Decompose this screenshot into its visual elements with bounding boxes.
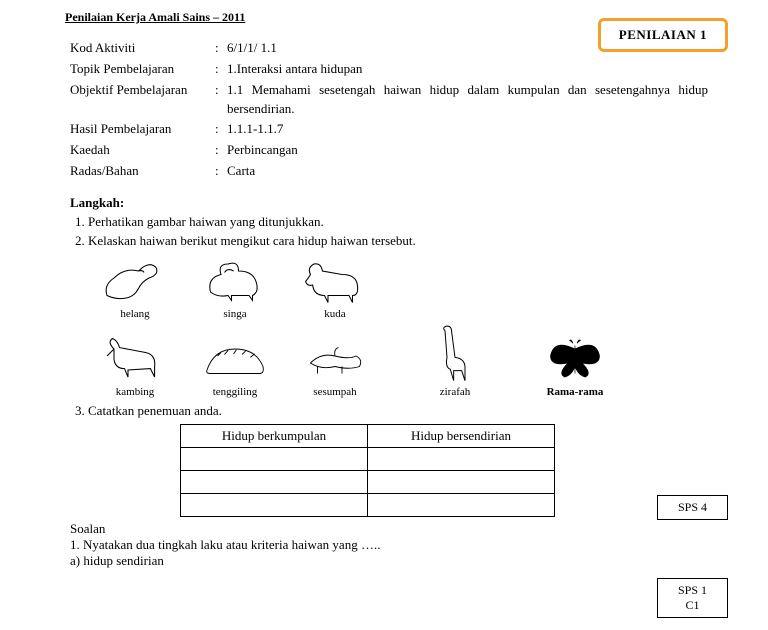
soalan-title: Soalan xyxy=(70,521,708,537)
animal-row-2: kambing tenggiling sesumpah zirafah Rama… xyxy=(100,324,708,398)
animal-label: sesumpah xyxy=(313,386,356,398)
animal-singa: singa xyxy=(200,256,270,320)
sps-line: SPS 1 xyxy=(678,583,707,598)
sps-line: C1 xyxy=(678,598,707,613)
langkah-item: Perhatikan gambar haiwan yang ditunjukka… xyxy=(88,213,708,231)
objektif-label: Objektif Pembelajaran xyxy=(70,81,215,100)
animal-helang: helang xyxy=(100,256,170,320)
animal-label: tenggiling xyxy=(213,386,258,398)
langkah-item: Kelaskan haiwan berikut mengikut cara hi… xyxy=(88,232,708,250)
kuda-icon xyxy=(300,256,370,306)
animal-label: kuda xyxy=(324,308,345,320)
topik-value: 1.Interaksi antara hidupan xyxy=(227,60,708,79)
animal-sesumpah: sesumpah xyxy=(300,334,370,398)
animal-label: Rama-rama xyxy=(547,386,604,398)
helang-icon xyxy=(100,256,170,306)
soalan-q1a: a) hidup sendirian xyxy=(70,553,708,569)
animal-label: helang xyxy=(120,308,149,320)
sps-box-4: SPS 4 xyxy=(657,495,728,520)
soalan-q1: 1. Nyatakan dua tingkah laku atau kriter… xyxy=(70,537,708,553)
table-cell[interactable] xyxy=(181,471,368,494)
animal-zirafah: zirafah xyxy=(420,324,490,398)
hasil-label: Hasil Pembelajaran xyxy=(70,120,215,139)
hasil-value: 1.1.1-1.1.7 xyxy=(227,120,708,139)
table-cell[interactable] xyxy=(368,471,555,494)
table-cell[interactable] xyxy=(181,448,368,471)
langkah-title: Langkah: xyxy=(70,195,708,211)
metadata-block: Kod Aktiviti:6/1/1/ 1.1 Topik Pembelajar… xyxy=(70,39,708,181)
langkah-item: Catatkan penemuan anda. xyxy=(88,402,708,420)
kaedah-value: Perbincangan xyxy=(227,141,708,160)
objektif-value: 1.1 Memahami sesetengah haiwan hidup dal… xyxy=(227,81,708,119)
zirafah-icon xyxy=(420,324,490,384)
table-cell[interactable] xyxy=(368,448,555,471)
table-header: Hidup berkumpulan xyxy=(181,425,368,448)
langkah-list: Perhatikan gambar haiwan yang ditunjukka… xyxy=(88,213,708,250)
findings-table: Hidup berkumpulanHidup bersendirian xyxy=(180,424,555,517)
animal-rama: Rama-rama xyxy=(540,334,610,398)
kaedah-label: Kaedah xyxy=(70,141,215,160)
radas-value: Carta xyxy=(227,162,708,181)
radas-label: Radas/Bahan xyxy=(70,162,215,181)
animal-label: zirafah xyxy=(440,386,471,398)
table-header: Hidup bersendirian xyxy=(368,425,555,448)
sesumpah-icon xyxy=(300,334,370,384)
kambing-icon xyxy=(100,334,170,384)
animal-row-1: helang singa kuda xyxy=(100,256,708,320)
topik-label: Topik Pembelajaran xyxy=(70,60,215,79)
tenggiling-icon xyxy=(200,334,270,384)
langkah-list-cont: Catatkan penemuan anda. xyxy=(88,402,708,420)
sps-box-1: SPS 1 C1 xyxy=(657,578,728,618)
table-cell[interactable] xyxy=(181,494,368,517)
rama-icon xyxy=(540,334,610,384)
penilaian-badge: PENILAIAN 1 xyxy=(598,18,728,52)
animal-kuda: kuda xyxy=(300,256,370,320)
animal-label: singa xyxy=(223,308,246,320)
singa-icon xyxy=(200,256,270,306)
kod-label: Kod Aktiviti xyxy=(70,39,215,58)
soalan-block: Soalan 1. Nyatakan dua tingkah laku atau… xyxy=(70,521,708,569)
animal-label: kambing xyxy=(116,386,155,398)
animal-tenggiling: tenggiling xyxy=(200,334,270,398)
animal-kambing: kambing xyxy=(100,334,170,398)
table-cell[interactable] xyxy=(368,494,555,517)
